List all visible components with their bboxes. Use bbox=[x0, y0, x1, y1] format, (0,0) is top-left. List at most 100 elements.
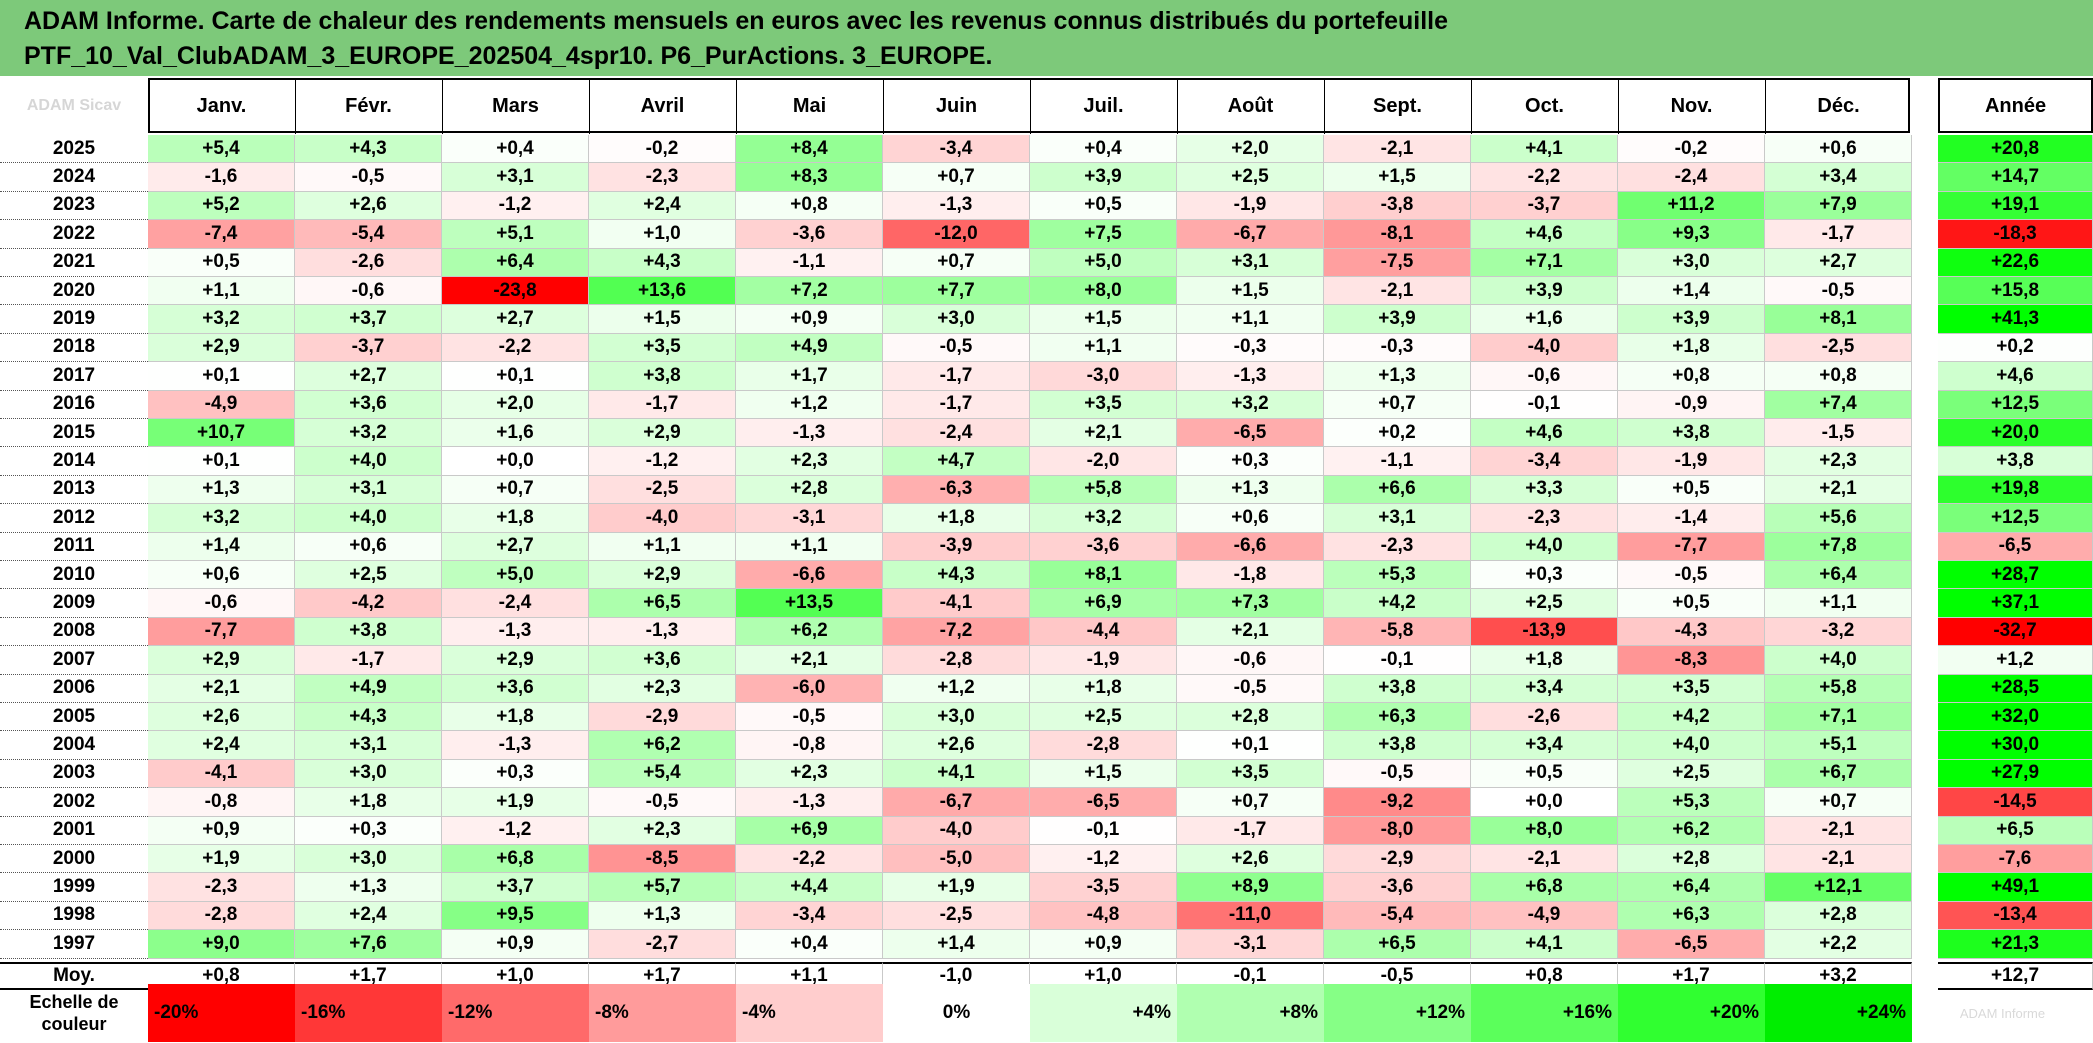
heatmap-cell: +6,3 bbox=[1618, 901, 1765, 931]
heatmap-cell: -0,3 bbox=[1324, 333, 1471, 363]
scale-label: Echelle de couleur bbox=[0, 984, 148, 1042]
heatmap-cell: +2,5 bbox=[1618, 759, 1765, 789]
heatmap-cell: -6,5 bbox=[1177, 419, 1324, 448]
heatmap-cell: +5,7 bbox=[589, 873, 736, 902]
heatmap-cell: -1,7 bbox=[883, 362, 1030, 391]
heatmap-cell: +2,6 bbox=[295, 191, 442, 221]
heatmap-cell: +0,8 bbox=[736, 191, 883, 221]
title-line-1: ADAM Informe. Carte de chaleur des rende… bbox=[24, 7, 1449, 35]
heatmap-cell: +3,0 bbox=[295, 759, 442, 789]
heatmap-cell: +7,7 bbox=[883, 277, 1030, 306]
heatmap-cell: -6,7 bbox=[883, 788, 1030, 817]
month-header: Janv. bbox=[148, 78, 296, 134]
annual-cell: +41,3 bbox=[1938, 305, 2093, 334]
heatmap-cell: -2,6 bbox=[295, 248, 442, 277]
year-label: 2020 bbox=[0, 277, 148, 306]
heatmap-cell: +5,3 bbox=[1618, 788, 1765, 817]
heatmap-cell: +1,3 bbox=[589, 901, 736, 931]
heatmap-cell: -6,5 bbox=[1030, 788, 1177, 817]
heatmap-cell: -0,8 bbox=[148, 788, 295, 817]
heatmap-cell: +2,7 bbox=[295, 362, 442, 391]
heatmap-cell: +3,7 bbox=[295, 305, 442, 334]
heatmap-cell: -0,6 bbox=[1177, 646, 1324, 675]
year-label: 2014 bbox=[0, 447, 148, 476]
heatmap-cell: +3,0 bbox=[883, 305, 1030, 334]
year-label: 2004 bbox=[0, 731, 148, 760]
heatmap-cell: -3,8 bbox=[1324, 191, 1471, 221]
heatmap-cell: +0,3 bbox=[1471, 561, 1618, 590]
heatmap-cell: +3,9 bbox=[1324, 305, 1471, 334]
heatmap-cell: +1,5 bbox=[1030, 305, 1177, 334]
annual-cell: +28,7 bbox=[1938, 561, 2093, 590]
heatmap-cell: +4,9 bbox=[295, 674, 442, 703]
heatmap-cell: +9,3 bbox=[1618, 220, 1765, 249]
heatmap-cell: -3,4 bbox=[883, 135, 1030, 164]
heatmap-cell: +6,2 bbox=[589, 731, 736, 760]
year-label: 2017 bbox=[0, 362, 148, 391]
heatmap-cell: -2,8 bbox=[1030, 731, 1177, 760]
heatmap-cell: +0,6 bbox=[1177, 504, 1324, 533]
year-label: 2015 bbox=[0, 419, 148, 448]
heatmap-cell: +6,5 bbox=[589, 589, 736, 618]
heatmap-cell: +6,9 bbox=[736, 816, 883, 845]
heatmap-cell: -4,0 bbox=[883, 816, 1030, 845]
heatmap-cell: -3,9 bbox=[883, 532, 1030, 561]
heatmap-cell: -6,6 bbox=[736, 561, 883, 590]
heatmap-cell: +5,6 bbox=[1765, 504, 1912, 533]
heatmap-cell: -4,9 bbox=[1471, 901, 1618, 931]
heatmap-cell: -1,2 bbox=[442, 816, 589, 845]
heatmap-cell: +2,9 bbox=[442, 646, 589, 675]
heatmap-cell: -4,3 bbox=[1618, 617, 1765, 647]
heatmap-cell: +6,8 bbox=[442, 845, 589, 874]
heatmap-cell: -1,3 bbox=[589, 617, 736, 647]
heatmap-cell: -2,7 bbox=[589, 930, 736, 959]
heatmap-cell: +6,5 bbox=[1324, 930, 1471, 959]
heatmap-cell: +3,8 bbox=[295, 617, 442, 647]
heatmap-cell: +0,9 bbox=[736, 305, 883, 334]
heatmap-cell: +2,7 bbox=[1765, 248, 1912, 277]
heatmap-cell: -3,4 bbox=[736, 901, 883, 931]
heatmap-cell: -6,7 bbox=[1177, 220, 1324, 249]
heatmap-cell: -13,9 bbox=[1471, 617, 1618, 647]
heatmap-cell: +2,3 bbox=[736, 447, 883, 476]
heatmap-cell: +2,3 bbox=[589, 674, 736, 703]
year-label: 2025 bbox=[0, 135, 148, 164]
year-label: 2019 bbox=[0, 305, 148, 334]
heatmap-cell: -6,3 bbox=[883, 475, 1030, 505]
heatmap-cell: +2,0 bbox=[442, 390, 589, 419]
heatmap-cell: +2,6 bbox=[883, 731, 1030, 760]
heatmap-cell: -7,4 bbox=[148, 220, 295, 249]
heatmap-cell: +3,0 bbox=[883, 703, 1030, 732]
heatmap-cell: +9,5 bbox=[442, 901, 589, 931]
year-label: 2008 bbox=[0, 618, 148, 647]
annual-cell: +22,6 bbox=[1938, 248, 2093, 277]
heatmap-cell: +3,2 bbox=[1177, 390, 1324, 419]
heatmap-cell: -1,3 bbox=[442, 731, 589, 760]
month-header: Avril bbox=[589, 78, 737, 134]
scale-swatch: +16% bbox=[1471, 984, 1618, 1042]
heatmap-cell: +2,7 bbox=[442, 305, 589, 334]
heatmap-cell: +3,1 bbox=[442, 163, 589, 192]
heatmap-cell: +4,2 bbox=[1618, 703, 1765, 732]
heatmap-cell: -4,8 bbox=[1030, 901, 1177, 931]
heatmap-cell: +1,1 bbox=[736, 532, 883, 561]
heatmap-cell: -1,9 bbox=[1030, 646, 1177, 675]
heatmap-cell: +0,5 bbox=[1471, 759, 1618, 789]
heatmap-cell: +0,0 bbox=[442, 447, 589, 476]
heatmap-cell: +2,1 bbox=[1177, 617, 1324, 647]
heatmap-cell: -2,2 bbox=[442, 333, 589, 363]
month-header: Mai bbox=[736, 78, 884, 134]
heatmap-cell: +7,5 bbox=[1030, 220, 1177, 249]
heatmap-cell: +3,8 bbox=[1324, 731, 1471, 760]
heatmap-cell: +4,1 bbox=[1471, 135, 1618, 164]
heatmap-cell: +3,8 bbox=[1324, 674, 1471, 703]
scale-swatch: +4% bbox=[1030, 984, 1177, 1042]
heatmap-cell: +0,3 bbox=[1177, 447, 1324, 476]
heatmap-cell: +0,3 bbox=[442, 759, 589, 789]
heatmap-cell: +4,1 bbox=[1471, 930, 1618, 959]
heatmap-cell: +0,4 bbox=[1030, 135, 1177, 164]
heatmap-cell: -2,6 bbox=[1471, 703, 1618, 732]
annual-cell: +4,6 bbox=[1938, 362, 2093, 391]
year-label: 2024 bbox=[0, 163, 148, 192]
heatmap-cell: -4,9 bbox=[148, 390, 295, 419]
